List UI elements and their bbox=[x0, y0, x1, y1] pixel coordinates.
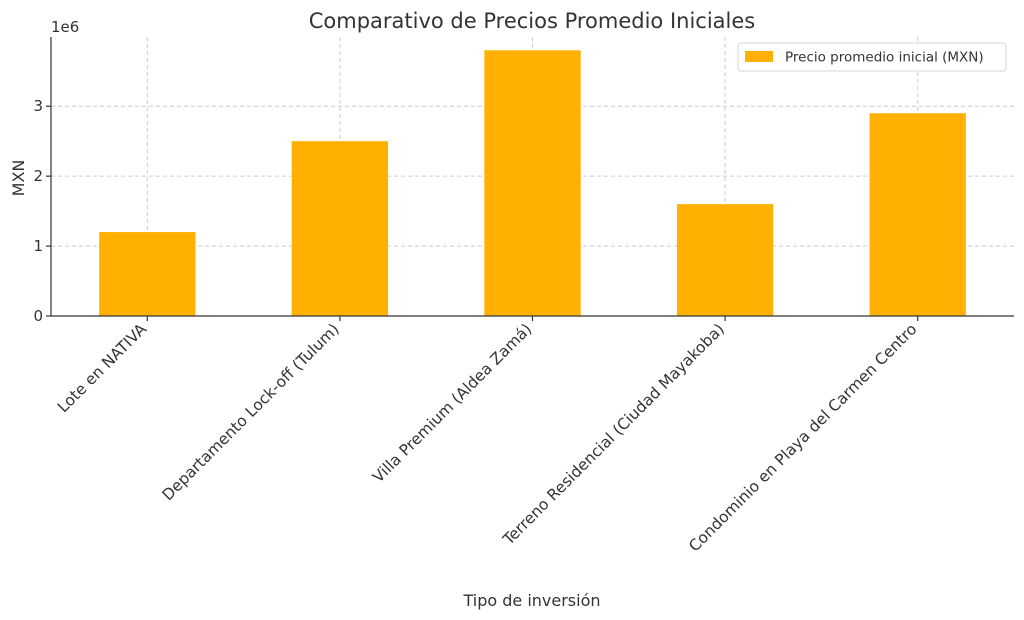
bar bbox=[676, 204, 774, 316]
bar bbox=[484, 50, 581, 317]
y-tick-label: 1 bbox=[33, 237, 43, 255]
legend-label: Precio promedio inicial (MXN) bbox=[785, 50, 984, 66]
legend: Precio promedio inicial (MXN) bbox=[737, 42, 1007, 72]
bars bbox=[99, 50, 966, 317]
bar bbox=[869, 113, 966, 316]
bar bbox=[291, 141, 389, 316]
x-tick-label: Lote en NATIVA bbox=[54, 320, 150, 416]
y-tick-label: 3 bbox=[33, 97, 43, 115]
x-axis-label: Tipo de inversión bbox=[462, 591, 600, 610]
bar bbox=[99, 232, 196, 316]
x-tick-label: Condominio en Playa del Carmen Centro bbox=[685, 320, 920, 555]
y-axis-label: MXN bbox=[9, 160, 28, 197]
y-axis-ticks: 0 1 2 3 bbox=[33, 97, 51, 325]
legend-swatch bbox=[745, 51, 773, 62]
x-tick-label: Departamento Lock-off (Tulum) bbox=[159, 320, 343, 504]
legend-frame bbox=[737, 42, 1007, 72]
x-tick-label: Terreno Residencial (Ciudad Mayakoba) bbox=[499, 320, 728, 549]
y-tick-label: 0 bbox=[33, 307, 43, 325]
y-axis-scale-label: 1e6 bbox=[51, 18, 79, 36]
y-tick-label: 2 bbox=[33, 167, 43, 185]
x-tick-label: Villa Premium (Aldea Zamá) bbox=[369, 320, 535, 486]
chart-title: Comparativo de Precios Promedio Iniciale… bbox=[309, 9, 756, 33]
x-axis-ticks: Lote en NATIVA Departamento Lock-off (Tul… bbox=[54, 316, 921, 555]
